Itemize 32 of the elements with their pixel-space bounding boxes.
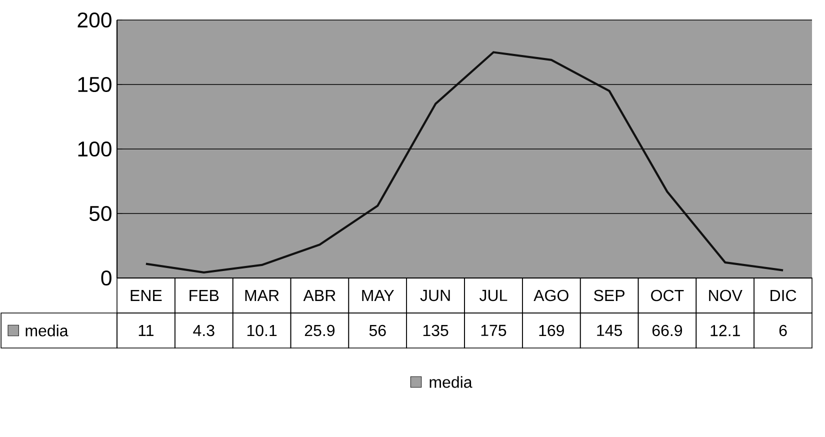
- x-tick-label: ENE: [130, 290, 162, 302]
- text: media: [430, 376, 472, 388]
- y-tick-label: 150: [78, 76, 112, 92]
- x-tick-label: NOV: [709, 290, 742, 302]
- data-label: 56: [369, 324, 386, 336]
- data-label: 10.1: [247, 324, 277, 336]
- y-tick-label: 50: [89, 206, 112, 222]
- y-tick-label: 100: [78, 141, 112, 157]
- x-tick-label: ABR: [303, 290, 336, 302]
- y-tick-label: 200: [78, 12, 112, 28]
- data-label: 175: [481, 324, 506, 336]
- data-label: 6: [779, 324, 787, 336]
- legend-label: media: [26, 324, 68, 336]
- data-label: 135: [423, 324, 448, 336]
- data-label: 4.3: [193, 324, 214, 336]
- x-tick-label: DIC: [770, 290, 796, 302]
- data-label: 25.9: [304, 324, 335, 336]
- data-label: 66.9: [652, 324, 682, 336]
- data-label: 169: [539, 324, 564, 336]
- data-label: 145: [597, 324, 622, 336]
- x-tick-label: JUN: [420, 290, 450, 302]
- x-tick-label: MAY: [362, 290, 394, 302]
- data-label: 12.1: [710, 324, 740, 336]
- x-tick-label: AGO: [534, 290, 568, 302]
- x-tick-label: OCT: [651, 290, 684, 302]
- x-tick-label: SEP: [594, 290, 624, 302]
- y-tick-label: 0: [101, 270, 112, 286]
- x-tick-label: JUL: [479, 290, 508, 302]
- data-label: 11: [138, 325, 154, 336]
- x-tick-label: FEB: [190, 290, 219, 302]
- line-series: [144, 51, 784, 274]
- x-tick-label: MAR: [245, 290, 279, 302]
